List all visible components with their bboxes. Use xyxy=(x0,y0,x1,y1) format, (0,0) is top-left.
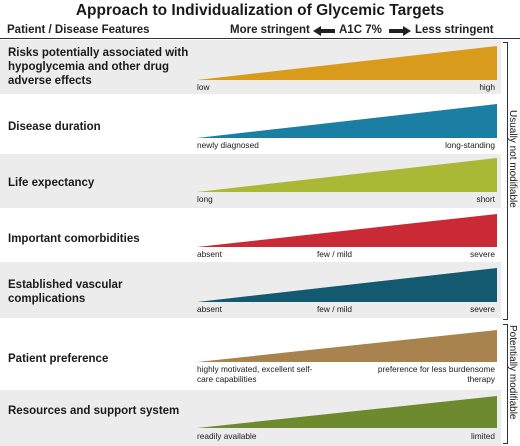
scale-high-label: preference for less burdensome therapy xyxy=(377,364,495,384)
row-label: Patient preference xyxy=(8,353,109,365)
row-label: Resources and support system xyxy=(8,405,180,417)
feature-row-hypoglycemia: Risks potentially associated with hypogl… xyxy=(0,40,501,94)
scale-high-label: short xyxy=(476,194,495,204)
scale-high-label: severe xyxy=(470,304,495,314)
feature-row-resources: Resources and support system readily ava… xyxy=(0,390,501,446)
diagram-title: Approach to Individualization of Glycemi… xyxy=(75,2,445,19)
gradient-wedge xyxy=(197,46,497,80)
row-label: Important comorbidities xyxy=(8,233,140,245)
row-label: Established vascular complications xyxy=(8,279,123,305)
feature-row-vascular-complications: Established vascular complications absen… xyxy=(0,262,501,318)
row-label: Disease duration xyxy=(8,121,101,133)
features-header: Patient / Disease Features xyxy=(7,24,150,36)
gradient-wedge xyxy=(197,158,497,192)
scale-high-label: long-standing xyxy=(445,140,495,150)
arrow-right-icon xyxy=(389,26,411,36)
gradient-wedge xyxy=(197,396,497,428)
scale-low-label: newly diagnosed xyxy=(197,140,259,150)
header-divider xyxy=(0,38,520,39)
feature-row-life-expectancy: Life expectancy long short xyxy=(0,154,501,208)
scale-low-label: absent xyxy=(197,304,222,314)
scale-low-label: absent xyxy=(197,249,222,259)
row-label: Risks potentially associated with hypogl… xyxy=(8,47,189,87)
gradient-wedge xyxy=(197,330,497,362)
gradient-wedge xyxy=(197,268,497,302)
gradient-wedge xyxy=(197,104,497,138)
scale-high-label: severe xyxy=(470,249,495,259)
not-modifiable-label: Usually not modifiable xyxy=(507,110,518,208)
scale-low-label: readily available xyxy=(197,431,257,441)
scale-mid-label: few / mild xyxy=(317,249,353,259)
scale-low-label: long xyxy=(197,194,213,204)
scale-low-label: low xyxy=(197,82,210,92)
more-stringent-label: More stringent xyxy=(230,24,310,36)
scale-low-label: highly motivated, excellent self-care ca… xyxy=(197,364,313,384)
feature-row-disease-duration: Disease duration newly diagnosed long-st… xyxy=(0,102,501,154)
modifiable-bracket xyxy=(503,324,508,444)
row-label: Life expectancy xyxy=(8,177,95,189)
a1c-label: A1C 7% xyxy=(339,24,382,36)
scale-mid-label: few / mild xyxy=(317,304,353,314)
not-modifiable-bracket xyxy=(503,42,508,320)
arrow-left-icon xyxy=(313,26,335,36)
scale-high-label: limited xyxy=(471,431,495,441)
scale-high-label: high xyxy=(479,82,495,92)
feature-row-comorbidities: Important comorbidities absent few / mil… xyxy=(0,208,501,262)
less-stringent-label: Less stringent xyxy=(415,24,494,36)
modifiable-label: Potentially modifiable xyxy=(507,325,518,420)
gradient-wedge xyxy=(197,214,497,247)
feature-row-patient-preference: Patient preference highly motivated, exc… xyxy=(0,328,501,386)
